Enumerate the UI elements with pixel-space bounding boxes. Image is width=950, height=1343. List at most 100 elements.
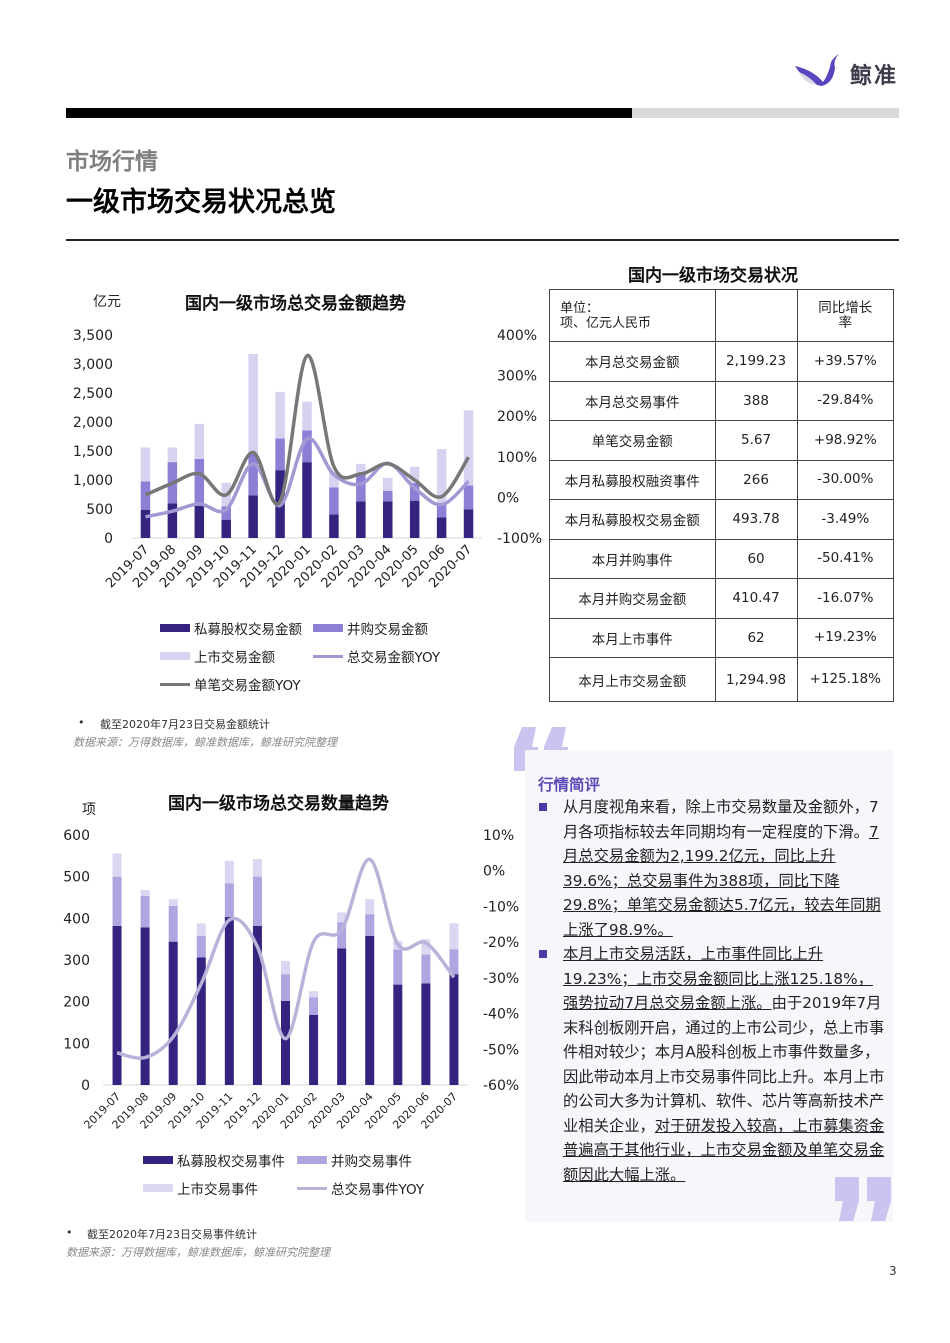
bar-并购交易事件 bbox=[393, 949, 403, 985]
bar-上市交易事件 bbox=[112, 853, 122, 877]
bar-并购交易事件 bbox=[112, 876, 122, 926]
bar-私募股权交易金额 bbox=[436, 517, 447, 538]
chart2-note: 截至2020年7月23日交易事件统计 bbox=[87, 1228, 257, 1241]
y2-tick-label: 0% bbox=[483, 864, 505, 880]
title-divider bbox=[66, 239, 899, 241]
row-label: 本月上市事件 bbox=[549, 617, 716, 658]
bar-上市交易金额 bbox=[248, 353, 258, 454]
bar-并购交易事件 bbox=[365, 914, 375, 936]
line-单笔交易金额YOY bbox=[144, 353, 471, 506]
chart1-y-unit: 亿元 bbox=[93, 294, 121, 310]
bar-上市交易金额 bbox=[194, 423, 205, 459]
row-value: 493.78 bbox=[714, 499, 798, 540]
y-tick-label: 2,500 bbox=[73, 386, 113, 402]
bar-私募股权交易事件 bbox=[449, 974, 459, 1085]
bar-上市交易金额 bbox=[302, 401, 312, 431]
line-总交易事件YOY bbox=[116, 857, 456, 1060]
section-label: 市场行情 bbox=[66, 149, 158, 175]
bar-上市交易事件 bbox=[421, 939, 431, 955]
bar-私募股权交易事件 bbox=[196, 957, 206, 1085]
bar-并购交易事件 bbox=[449, 949, 459, 975]
close-quote-icon bbox=[835, 1177, 891, 1221]
bar-私募股权交易金额 bbox=[140, 509, 151, 538]
row-yoy: -50.41% bbox=[796, 538, 895, 579]
bar-私募股权交易事件 bbox=[421, 983, 431, 1085]
bar-并购交易事件 bbox=[309, 997, 319, 1015]
bar-并购交易事件 bbox=[140, 895, 150, 928]
text-segment: 从月度视角来看，除上市交易数量及金额外，7月各项指标较去年同期均有一定程度的下滑… bbox=[563, 798, 879, 841]
row-label: 本月并购事件 bbox=[549, 538, 716, 579]
row-yoy: -30.00% bbox=[796, 459, 895, 500]
y-tick-label: 500 bbox=[86, 502, 113, 518]
chart2-y-unit: 项 bbox=[82, 802, 96, 818]
bar-私募股权交易事件 bbox=[168, 941, 178, 1085]
legend-item: 总交易金额YOY bbox=[313, 646, 440, 666]
legend-label: 总交易金额YOY bbox=[347, 650, 441, 666]
bar-私募股权交易金额 bbox=[356, 501, 366, 538]
commentary-box bbox=[525, 750, 893, 1222]
bar-上市交易金额 bbox=[275, 391, 285, 439]
table-row: 本月私募股权融资事件 266 -30.00% bbox=[549, 459, 895, 500]
bar-私募股权交易金额 bbox=[463, 509, 474, 538]
table-title: 国内一级市场交易状况 bbox=[628, 266, 798, 286]
y-tick-label: 200 bbox=[63, 995, 90, 1011]
bar-私募股权交易金额 bbox=[409, 500, 420, 538]
legend-item: 并购交易金额 bbox=[313, 618, 428, 638]
legend-swatch bbox=[297, 1156, 327, 1164]
bar-并购交易金额 bbox=[140, 481, 151, 510]
y-tick-label: 1,500 bbox=[73, 444, 113, 460]
y2-tick-label: 400% bbox=[497, 328, 537, 344]
legend-label: 并购交易金额 bbox=[347, 622, 428, 638]
legend-swatch bbox=[143, 1184, 173, 1192]
table-row: 本月并购交易金额 410.47 -16.07% bbox=[549, 578, 895, 619]
table-row: 本月总交易事件 388 -29.84% bbox=[549, 380, 895, 421]
row-yoy: +39.57% bbox=[796, 341, 895, 382]
page-progress-fill bbox=[66, 108, 633, 118]
y2-tick-label: -10% bbox=[483, 899, 519, 915]
legend-item: 总交易事件YOY bbox=[297, 1178, 424, 1198]
y-tick-label: 3,500 bbox=[73, 328, 113, 344]
logo-text: 鲸准 bbox=[850, 64, 899, 89]
legend-swatch bbox=[160, 682, 190, 686]
chart1-plot: 0 500 1,000 1,500 2,000 2,500 3,000 3,500 -100% 0… bbox=[73, 328, 542, 591]
row-label: 本月总交易事件 bbox=[549, 380, 716, 421]
table-row: 本月上市事件 62 +19.23% bbox=[549, 617, 895, 658]
legend-label: 并购交易事件 bbox=[331, 1154, 412, 1170]
chart1-title: 国内一级市场总交易金额趋势 bbox=[185, 294, 406, 314]
row-value: 62 bbox=[714, 617, 798, 658]
bar-上市交易金额 bbox=[463, 410, 474, 486]
bar-上市交易事件 bbox=[168, 899, 178, 906]
y2-tick-label: 10% bbox=[483, 828, 514, 844]
legend-swatch bbox=[160, 624, 190, 632]
text-segment: 由于2019年7月末科创板刚开启，通过的上市公司少，总上市事件相对较少；本月A股… bbox=[563, 994, 885, 1135]
y2-tick-label: -100% bbox=[497, 531, 542, 547]
text-segment-underlined: 7月总交易金额为2,199.2亿元，同比上升39.6%；总交易事件为388项，同… bbox=[563, 822, 881, 939]
footnote-bullet: • bbox=[78, 716, 85, 729]
y-tick-label: 300 bbox=[63, 953, 90, 969]
commentary-paragraph-1: 从月度视角来看，除上市交易数量及金额外，7月各项指标较去年同期均有一定程度的下滑… bbox=[539, 795, 885, 942]
legend-swatch bbox=[143, 1156, 173, 1164]
commentary-title: 行情简评 bbox=[538, 776, 601, 794]
table-row: 本月总交易金额 2,199.23 +39.57% bbox=[549, 341, 895, 382]
bar-上市交易事件 bbox=[224, 860, 234, 884]
bar-私募股权交易金额 bbox=[329, 514, 339, 538]
bar-私募股权交易金额 bbox=[248, 495, 258, 538]
bar-私募股权交易事件 bbox=[337, 948, 347, 1085]
bar-上市交易事件 bbox=[309, 991, 319, 998]
legend-swatch bbox=[313, 624, 343, 632]
row-value: 266 bbox=[714, 459, 798, 500]
y2-tick-label: 0% bbox=[497, 490, 519, 506]
legend-item: 私募股权交易金额 bbox=[160, 618, 302, 638]
bar-并购交易事件 bbox=[252, 876, 262, 926]
row-label: 本月私募股权交易金额 bbox=[549, 499, 716, 540]
row-value: 60 bbox=[714, 538, 798, 579]
page-progress-bar bbox=[66, 108, 899, 118]
bar-私募股权交易金额 bbox=[221, 519, 231, 538]
y-tick-label: 2,000 bbox=[73, 415, 113, 431]
chart1-note: 截至2020年7月23日交易金额统计 bbox=[100, 718, 270, 731]
chart2-source: 数据来源：万得数据库，鲸准数据库，鲸准研究院整理 bbox=[66, 1246, 330, 1259]
commentary-body: 从月度视角来看，除上市交易数量及金额外，7月各项指标较去年同期均有一定程度的下滑… bbox=[539, 795, 885, 1187]
bar-私募股权交易事件 bbox=[252, 925, 262, 1085]
row-value: 2,199.23 bbox=[714, 341, 798, 382]
row-value: 388 bbox=[714, 380, 798, 421]
